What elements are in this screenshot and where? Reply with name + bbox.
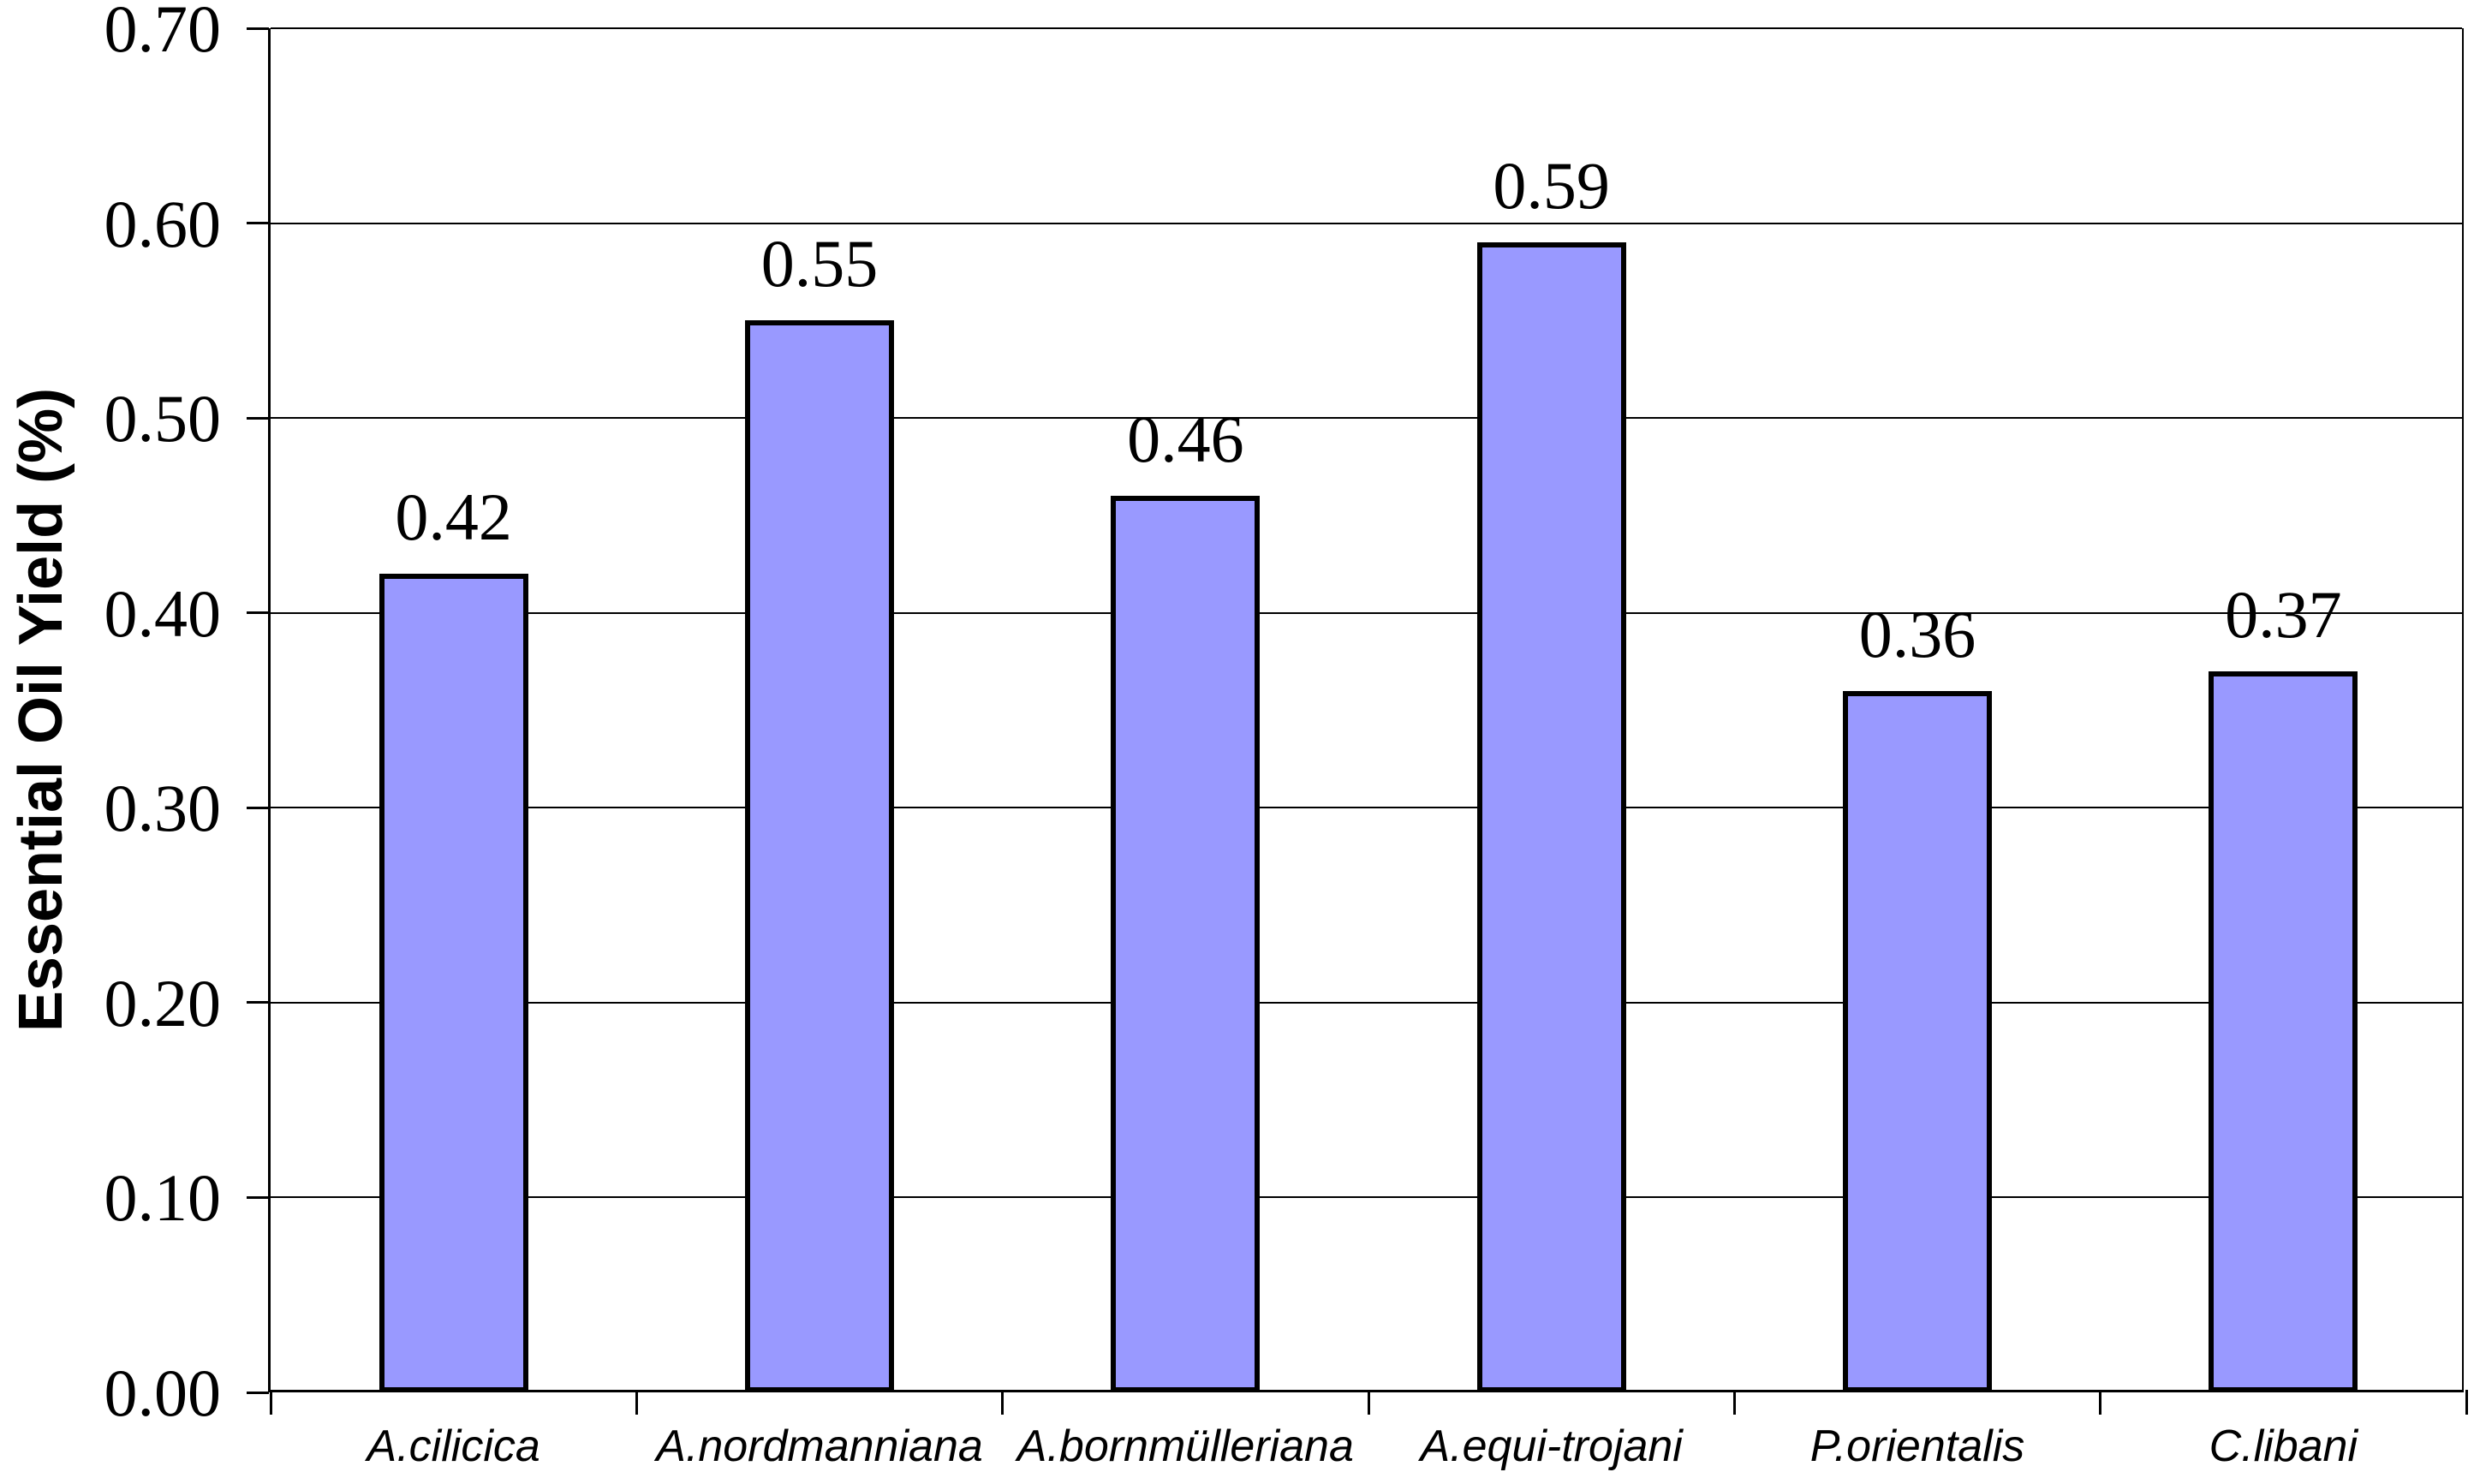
y-tick-label: 0.20	[104, 965, 222, 1040]
gridline	[271, 807, 2462, 809]
y-tick-label: 0.40	[104, 575, 222, 651]
gridline	[271, 1196, 2462, 1199]
gridline	[271, 417, 2462, 420]
x-category-label: A.equi-trojani	[1420, 1421, 1683, 1471]
x-tick-mark	[1367, 1390, 1370, 1415]
gridline	[271, 1001, 2462, 1004]
bar-value-label: 0.36	[1858, 596, 1976, 671]
y-tick-mark	[247, 27, 269, 30]
y-tick-mark	[247, 222, 269, 225]
x-category-label: P.orientalis	[1809, 1421, 2025, 1471]
x-tick-mark	[2099, 1390, 2102, 1415]
bar	[1476, 242, 1626, 1392]
y-tick-label: 0.00	[104, 1356, 222, 1430]
bar-value-label: 0.59	[1493, 148, 1610, 223]
plot-area: 0.00 0.10 0.20 0.30 0.40 0.50 0.60 0.70 0.42 A.ci…	[104, 0, 2468, 1471]
bar	[1843, 690, 1992, 1392]
bar	[2209, 670, 2358, 1392]
gridline	[271, 27, 2462, 29]
y-tick-mark	[247, 611, 269, 615]
y-tick-label: 0.30	[104, 771, 222, 846]
x-category-label: A.cilicica	[367, 1421, 540, 1471]
bar-value-label: 0.42	[395, 480, 512, 555]
x-tick-mark	[1732, 1390, 1736, 1415]
gridline	[271, 611, 2462, 614]
bar	[379, 574, 528, 1392]
y-tick-label: 0.70	[104, 0, 222, 66]
bar-value-label: 0.55	[760, 226, 879, 301]
bar	[1111, 496, 1261, 1392]
x-tick-mark	[1001, 1390, 1005, 1415]
x-category-label: A.nordmanniana	[656, 1421, 983, 1471]
y-tick-mark	[247, 1001, 269, 1004]
y-tick-mark	[247, 1195, 269, 1199]
x-category-label: C.libani	[2209, 1421, 2358, 1471]
bar	[745, 320, 894, 1392]
y-tick-mark	[247, 806, 269, 809]
y-tick-mark	[247, 1391, 269, 1394]
bar-value-label: 0.37	[2225, 576, 2342, 652]
y-tick-label: 0.50	[104, 381, 222, 456]
x-category-label: A.bornmülleriana	[1016, 1421, 1354, 1471]
y-axis-title: Essential Oil Yield (%)	[7, 387, 75, 1033]
y-tick-label: 0.60	[104, 186, 222, 261]
x-tick-mark	[269, 1390, 272, 1415]
y-tick-label: 0.10	[104, 1160, 222, 1236]
y-tick-mark	[247, 416, 269, 420]
x-tick-mark	[2465, 1390, 2468, 1415]
x-tick-mark	[635, 1390, 638, 1415]
gridline	[271, 222, 2462, 224]
bar-value-label: 0.46	[1127, 402, 1244, 477]
